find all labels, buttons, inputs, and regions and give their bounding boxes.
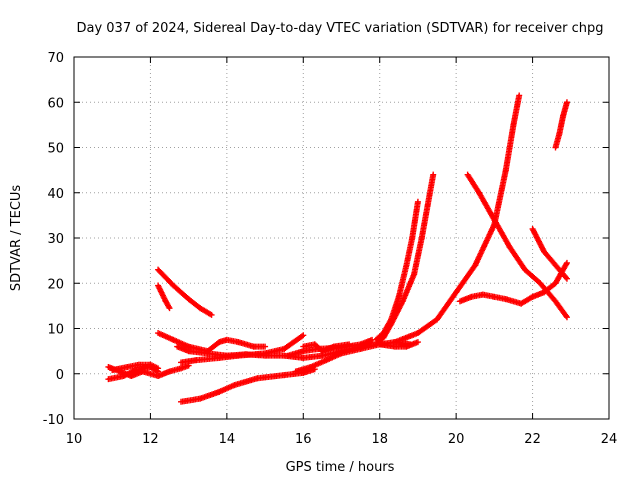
- data-point: [346, 341, 353, 348]
- y-tick-label: 70: [47, 51, 64, 66]
- x-tick-label: 10: [66, 432, 83, 447]
- data-point: [262, 343, 269, 350]
- x-tick-label: 22: [524, 432, 541, 447]
- y-tick-label: 0: [56, 368, 64, 383]
- x-tick-label: 20: [448, 432, 465, 447]
- x-tick-label: 24: [601, 432, 618, 447]
- y-tick-label: -10: [43, 413, 64, 428]
- series-track-2: [105, 363, 162, 383]
- series-track-18: [464, 171, 570, 321]
- x-tick-label: 16: [295, 432, 312, 447]
- data-point: [414, 339, 421, 346]
- series-track-6: [155, 330, 269, 355]
- series-track-14: [372, 171, 437, 348]
- data-point: [430, 171, 437, 178]
- series-track-20: [552, 99, 570, 151]
- data-point: [563, 314, 570, 321]
- series-track-19: [529, 225, 570, 282]
- series-track-5: [155, 282, 173, 312]
- series-track-3: [109, 361, 162, 374]
- y-tick-label: 60: [47, 96, 64, 111]
- series-track-8: [178, 332, 307, 366]
- data-point: [562, 274, 569, 281]
- data-point: [563, 259, 570, 266]
- series-track-12: [300, 341, 353, 355]
- data-point: [166, 305, 173, 312]
- axis-ticks: 10 12 14 16 18 20 22 24 -10 0 10 20 30 40 50 60 70: [43, 51, 618, 447]
- grid-lines: [74, 57, 609, 419]
- data-point: [299, 333, 306, 340]
- data-point: [414, 198, 421, 205]
- data-point: [563, 275, 570, 282]
- x-tick-label: 18: [371, 432, 388, 447]
- series-track-16: [392, 92, 523, 346]
- y-axis-label: SDTVAR / TECUs: [9, 185, 24, 292]
- chart-title: Day 037 of 2024, Sidereal Day-to-day VTE…: [76, 21, 603, 36]
- series-track-4: [155, 266, 215, 318]
- y-tick-label: 50: [47, 142, 64, 157]
- y-tick-label: 40: [47, 187, 64, 202]
- data-point: [300, 332, 307, 339]
- y-tick-label: 10: [47, 323, 64, 338]
- x-tick-label: 12: [142, 432, 159, 447]
- x-axis-label: GPS time / hours: [286, 460, 395, 475]
- data-point: [155, 365, 162, 372]
- series-track-15: [376, 339, 421, 350]
- y-tick-label: 30: [47, 232, 64, 247]
- data-point: [516, 92, 523, 99]
- x-tick-label: 14: [219, 432, 236, 447]
- data-point: [208, 311, 215, 318]
- data-point: [563, 99, 570, 106]
- data-points: [105, 92, 570, 405]
- y-tick-label: 20: [47, 277, 64, 292]
